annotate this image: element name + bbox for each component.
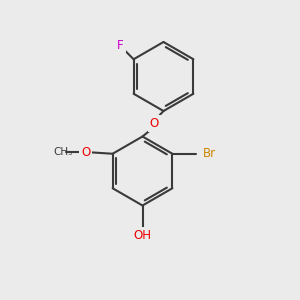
Text: CH₃: CH₃ — [53, 147, 73, 157]
Text: O: O — [81, 146, 90, 159]
Text: OH: OH — [134, 229, 152, 242]
Text: O: O — [150, 117, 159, 130]
Text: F: F — [117, 39, 123, 52]
Text: Br: Br — [203, 147, 216, 160]
